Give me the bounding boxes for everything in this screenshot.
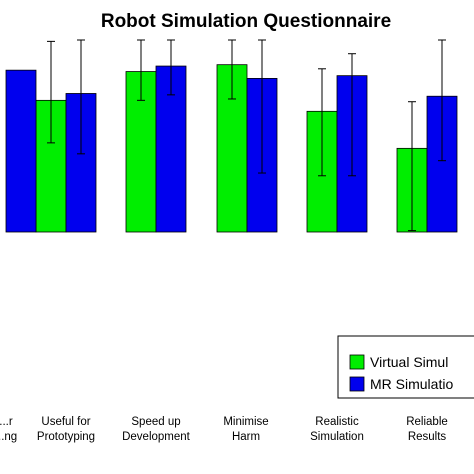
category-label-0-line-1: ...ng (0, 431, 17, 443)
category-label-3-line-0: Minimise (223, 416, 268, 428)
legend-label-1: MR Simulatio (370, 376, 453, 392)
bar-mr-0 (5, 69, 37, 233)
category-label-4-line-1: Simulation (310, 431, 364, 443)
category-labels-group: ...r ...ng Useful for Prototyping Speed up De… (0, 416, 448, 443)
category-label-1-line-0: Useful for (41, 416, 90, 428)
legend-label-0: Virtual Simul (370, 354, 448, 370)
category-label-5-line-1: Results (408, 431, 447, 443)
category-label-2-line-1: Development (122, 431, 191, 443)
category-label-3-line-1: Harm (232, 431, 260, 443)
bars-group (5, 64, 458, 233)
category-label-5-line-0: Reliable (406, 416, 448, 428)
legend-swatch-0 (349, 354, 365, 370)
error-bars-group (47, 39, 446, 232)
category-label-0-line-0: ...r (0, 416, 13, 428)
legend: Virtual Simul MR Simulatio (337, 335, 474, 399)
legend-swatch-1 (349, 376, 365, 392)
category-label-1-line-1: Prototyping (37, 431, 95, 443)
category-label-4-line-0: Realistic (315, 416, 359, 428)
chart-title: Robot Simulation Questionnaire (101, 11, 391, 32)
category-label-2-line-0: Speed up (131, 416, 180, 428)
